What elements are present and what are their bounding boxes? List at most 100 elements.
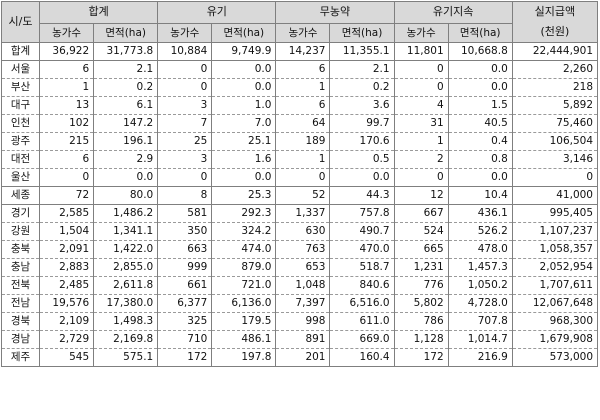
table-row: 광주 215 196.1 25 25.1 189 170.6 1 0.4 106,504 (0, 132, 599, 151)
table-cell: 1 (275, 150, 331, 169)
table-cell: 44.3 (329, 186, 395, 205)
region-name: 제주 (0, 348, 41, 367)
table-cell: 6,377 (157, 294, 213, 313)
table-cell: 6,136.0 (211, 294, 277, 313)
table-cell: 106,504 (511, 132, 599, 151)
table-cell: 663 (157, 240, 213, 259)
table-cell: 1,107,237 (511, 222, 599, 241)
table-cell: 52 (275, 186, 331, 205)
count-header: 농가수 (39, 22, 95, 44)
table-body: 합계 36,922 31,773.8 10,884 9,749.9 14,237 11,35… (0, 42, 599, 367)
table-cell: 0.0 (447, 78, 513, 97)
table-cell: 573,000 (511, 348, 599, 367)
table-row: 제주 545 575.1 172 197.8 201 160.4 172 216.9 573,00… (0, 348, 599, 367)
table-cell: 1,128 (393, 330, 449, 349)
region-name: 대전 (0, 150, 41, 169)
table-cell: 13 (39, 96, 95, 115)
table-row: 경기 2,585 1,486.2 581 292.3 1,337 757.8 667 436.1… (0, 204, 599, 223)
table-cell: 0 (393, 78, 449, 97)
area-header: 면적(ha) (329, 22, 395, 44)
table-cell: 324.2 (211, 222, 277, 241)
table-cell: 1,014.7 (447, 330, 513, 349)
table-cell: 2.1 (93, 60, 159, 79)
region-name: 울산 (0, 168, 41, 187)
table-cell: 0.0 (329, 168, 395, 187)
table-cell: 1,050.2 (447, 276, 513, 295)
table-cell: 667 (393, 204, 449, 223)
table-cell: 490.7 (329, 222, 395, 241)
table-cell: 7.0 (211, 114, 277, 133)
region-name: 전북 (0, 276, 41, 295)
table-cell: 6 (39, 60, 95, 79)
group-header-total: 합계 (39, 1, 159, 24)
table-cell: 31,773.8 (93, 42, 159, 61)
table-cell: 478.0 (447, 240, 513, 259)
table-cell: 6.1 (93, 96, 159, 115)
table-cell: 1.5 (447, 96, 513, 115)
table-row: 세종 72 80.0 8 25.3 52 44.3 12 10.4 41,000 (0, 186, 599, 205)
region-header: 시/도 (0, 1, 41, 43)
table-cell: 436.1 (447, 204, 513, 223)
region-name: 전남 (0, 294, 41, 313)
table-cell: 2 (393, 150, 449, 169)
table-cell: 80.0 (93, 186, 159, 205)
table-cell: 75,460 (511, 114, 599, 133)
table-cell: 196.1 (93, 132, 159, 151)
table-cell: 40.5 (447, 114, 513, 133)
table-cell: 995,405 (511, 204, 599, 223)
table-cell: 17,380.0 (93, 294, 159, 313)
table-cell: 2.9 (93, 150, 159, 169)
table-cell: 0 (393, 60, 449, 79)
table-header: 시/도 합계 유기 무농약 유기지속 실지급액 (천원) 농가수 면적(ha) 농… (0, 1, 599, 44)
table-cell: 710 (157, 330, 213, 349)
table-cell: 757.8 (329, 204, 395, 223)
table-cell: 1,679,908 (511, 330, 599, 349)
table-cell: 7,397 (275, 294, 331, 313)
table-cell: 1 (393, 132, 449, 151)
table-cell: 2,585 (39, 204, 95, 223)
table-cell: 707.8 (447, 312, 513, 331)
table-cell: 526.2 (447, 222, 513, 241)
table-cell: 2,729 (39, 330, 95, 349)
table-cell: 170.6 (329, 132, 395, 151)
table-cell: 31 (393, 114, 449, 133)
table-cell: 0.0 (447, 168, 513, 187)
table-cell: 0.2 (93, 78, 159, 97)
table-cell: 99.7 (329, 114, 395, 133)
table-cell: 36,922 (39, 42, 95, 61)
table-row: 서울 6 2.1 0 0.0 6 2.1 0 0.0 2,260 (0, 60, 599, 79)
table-row: 충남 2,883 2,855.0 999 879.0 653 518.7 1,231 1,457… (0, 258, 599, 277)
table-cell: 661 (157, 276, 213, 295)
table-cell: 5,802 (393, 294, 449, 313)
table-cell: 581 (157, 204, 213, 223)
table-cell: 999 (157, 258, 213, 277)
table-row: 부산 1 0.2 0 0.0 1 0.2 0 0.0 218 (0, 78, 599, 97)
table-cell: 524 (393, 222, 449, 241)
table-cell: 41,000 (511, 186, 599, 205)
table-cell: 12 (393, 186, 449, 205)
table-cell: 11,355.1 (329, 42, 395, 61)
table-row: 대구 13 6.1 3 1.0 6 3.6 4 1.5 5,892 (0, 96, 599, 115)
table-cell: 891 (275, 330, 331, 349)
table-cell: 0.0 (211, 168, 277, 187)
region-name: 충남 (0, 258, 41, 277)
table-cell: 22,444,901 (511, 42, 599, 61)
table-cell: 25 (157, 132, 213, 151)
region-name: 인천 (0, 114, 41, 133)
table-cell: 653 (275, 258, 331, 277)
region-name: 경남 (0, 330, 41, 349)
count-header: 농가수 (157, 22, 213, 44)
table-row: 경남 2,729 2,169.8 710 486.1 891 669.0 1,128 1,014… (0, 330, 599, 349)
table-cell: 19,576 (39, 294, 95, 313)
table-cell: 160.4 (329, 348, 395, 367)
table-cell: 2,485 (39, 276, 95, 295)
table-cell: 2,109 (39, 312, 95, 331)
table-cell: 1,058,357 (511, 240, 599, 259)
table-row: 울산 0 0.0 0 0.0 0 0.0 0 0.0 0 (0, 168, 599, 187)
table-cell: 0.2 (329, 78, 395, 97)
table-cell: 545 (39, 348, 95, 367)
table-cell: 0.8 (447, 150, 513, 169)
table-cell: 6,516.0 (329, 294, 395, 313)
table-cell: 1,337 (275, 204, 331, 223)
table-cell: 1 (275, 78, 331, 97)
